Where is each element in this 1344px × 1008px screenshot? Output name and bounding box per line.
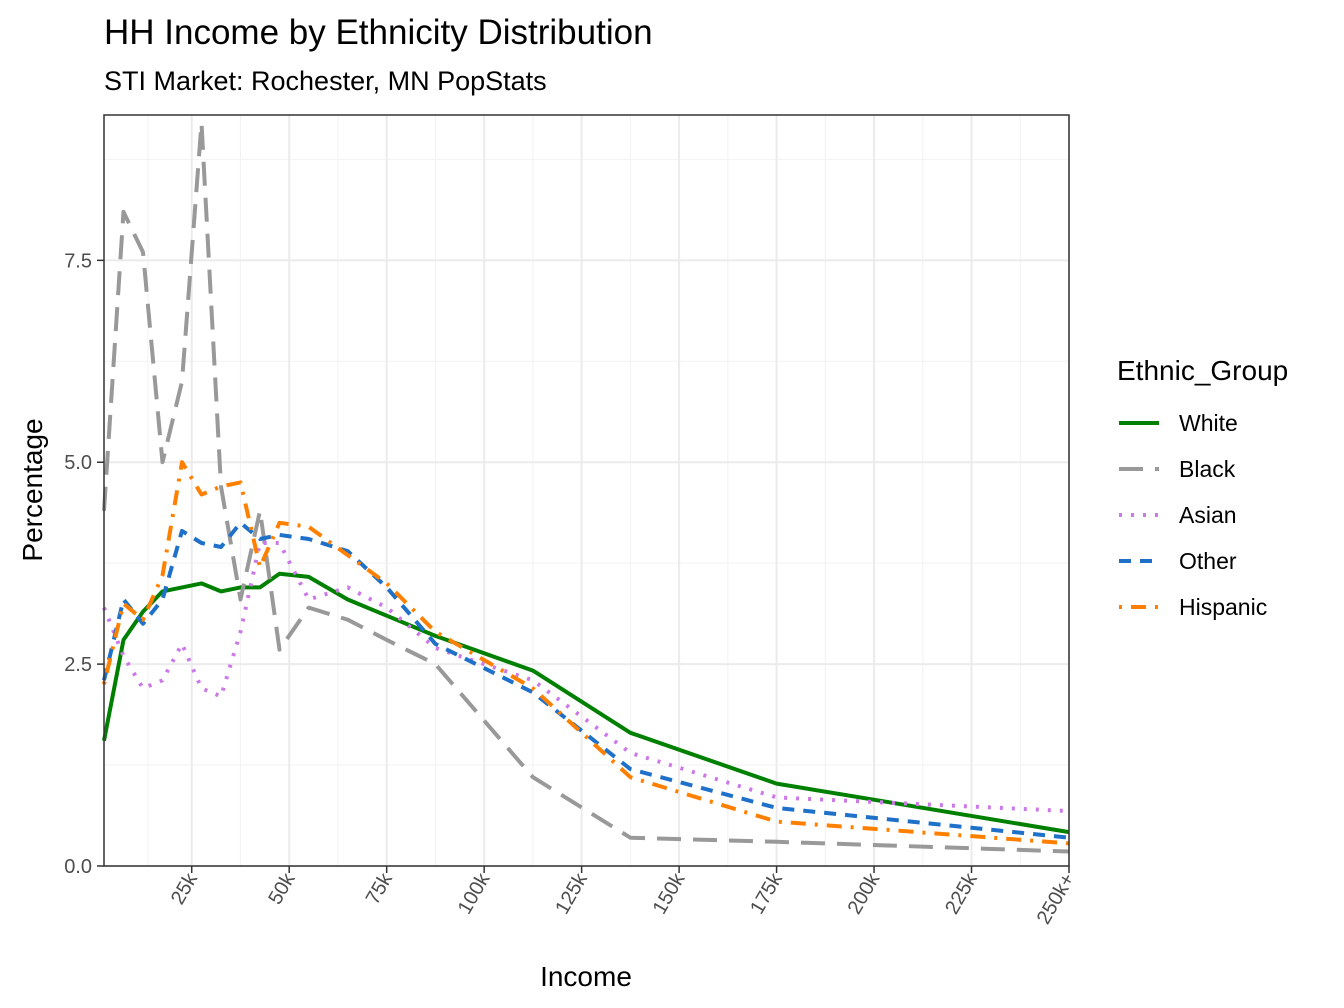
legend-item-black: Black bbox=[1119, 456, 1236, 482]
x-tick-label: 175k bbox=[746, 869, 787, 918]
x-axis-title: Income bbox=[540, 961, 632, 992]
x-tick-label: 200k bbox=[844, 869, 885, 918]
plot-border bbox=[103, 114, 1070, 867]
y-tick-labels: 0.0 2.5 5.0 7.5 bbox=[64, 250, 92, 878]
legend-label: Asian bbox=[1179, 502, 1237, 528]
legend-item-other: Other bbox=[1119, 548, 1237, 574]
x-tick-label: 75k bbox=[362, 869, 398, 909]
y-tick-label: 2.5 bbox=[64, 654, 92, 676]
x-tick-label: 100k bbox=[454, 869, 495, 918]
series-line-white bbox=[102, 571, 1070, 835]
x-tick-label: 25k bbox=[167, 869, 203, 909]
y-tick-label: 5.0 bbox=[64, 452, 92, 474]
y-axis-title: Percentage bbox=[17, 418, 48, 561]
grid-major bbox=[104, 115, 1070, 867]
series-line-black bbox=[102, 121, 1070, 854]
legend: Ethnic_Group White Black Asian Other Hispani… bbox=[1117, 355, 1288, 620]
x-tick-label: 250k+ bbox=[1033, 870, 1080, 929]
x-tick-label: 225k bbox=[941, 869, 982, 918]
x-tick-labels: 25k 50k 75k 100k 125k 150k 175k 200k 225k 250k+ bbox=[167, 869, 1079, 929]
legend-item-white: White bbox=[1119, 410, 1238, 436]
x-tick-label: 125k bbox=[551, 869, 592, 918]
x-tick-label: 50k bbox=[264, 869, 300, 909]
series-line-asian bbox=[102, 541, 1070, 814]
legend-item-asian: Asian bbox=[1119, 502, 1237, 528]
legend-label: White bbox=[1179, 410, 1238, 436]
x-tick-label: 150k bbox=[649, 869, 690, 918]
grid-minor bbox=[104, 115, 1069, 866]
series-lines bbox=[102, 121, 1070, 854]
legend-item-hispanic: Hispanic bbox=[1119, 594, 1267, 620]
series-line-other bbox=[102, 520, 1070, 840]
y-tick-label: 7.5 bbox=[64, 250, 92, 272]
legend-items: White Black Asian Other Hispanic bbox=[1119, 410, 1267, 620]
legend-label: Other bbox=[1179, 548, 1237, 574]
legend-title: Ethnic_Group bbox=[1117, 355, 1288, 386]
axis-ticks bbox=[97, 259, 1070, 873]
legend-label: Black bbox=[1179, 456, 1236, 482]
series-line-hispanic bbox=[102, 460, 1070, 846]
chart-subtitle: STI Market: Rochester, MN PopStats bbox=[104, 66, 547, 96]
y-tick-label: 0.0 bbox=[64, 856, 92, 878]
chart-title: HH Income by Ethnicity Distribution bbox=[104, 13, 653, 52]
legend-label: Hispanic bbox=[1179, 594, 1267, 620]
